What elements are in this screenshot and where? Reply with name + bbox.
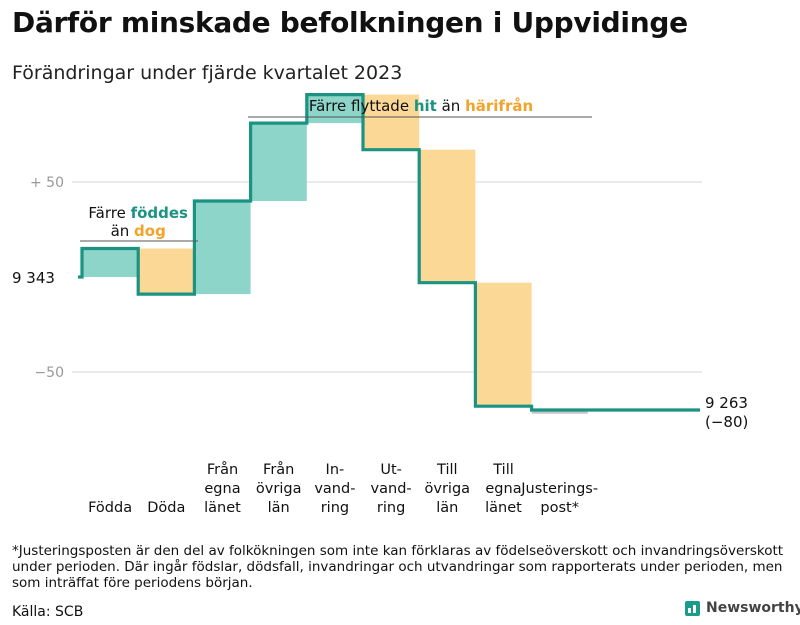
bar-5 — [363, 94, 420, 150]
category-label-5-1: vand- — [371, 481, 412, 497]
category-label-2-0: Från — [207, 461, 238, 478]
step-line — [78, 93, 700, 412]
category-label-7-2: länet — [485, 500, 522, 516]
category-label-4-0: In- — [326, 462, 345, 478]
category-label-6-0: Till — [436, 462, 458, 478]
chart-title: Därför minskade befolkningen i Uppviding… — [12, 6, 688, 39]
category-label-8-1: post* — [540, 500, 579, 516]
category-label-1-0: Döda — [147, 500, 185, 516]
category-label-3-0: Från — [263, 461, 294, 478]
annotation-migration-part-0: Färre flyttade — [309, 97, 414, 115]
end-value-label: 9 263 — [705, 394, 748, 412]
bar-4 — [306, 94, 363, 124]
bar-3 — [250, 123, 307, 201]
bar-1 — [138, 248, 195, 295]
footnote: *Justeringsposten är den del av folkökni… — [12, 543, 784, 591]
waterfall-chart: + 50 −50 9 343 9 263(−80) Födda Döda Från egna l… — [12, 93, 748, 516]
annotation-births-line2: än dog — [111, 222, 166, 240]
bar-8 — [531, 410, 588, 414]
bar-0 — [82, 248, 139, 277]
brand-logo: Newsworthy — [685, 600, 800, 616]
category-label-4-2: ring — [321, 500, 349, 516]
newsworthy-logo-icon — [685, 600, 700, 616]
annotation-births-line2-part-0: än — [111, 222, 134, 240]
category-label-3-2: län — [268, 500, 290, 516]
category-label-2-2: länet — [204, 500, 241, 516]
y-tick-label-0: + 50 — [30, 175, 64, 191]
annotation-births-part-1: föddes — [131, 204, 188, 222]
annotation-births-line2-part-1: dog — [134, 222, 166, 240]
category-label-0-0: Födda — [88, 500, 132, 516]
bar-6 — [419, 149, 476, 283]
bar-2 — [194, 201, 251, 295]
logo-text: Newsworthy — [706, 600, 800, 616]
annotation-births-part-0: Färre — [88, 204, 130, 222]
category-label-6-1: övriga — [425, 481, 471, 497]
category-label-7-1: egna — [485, 481, 521, 497]
end-change-label: (−80) — [705, 413, 748, 431]
category-label-7-0: Till — [492, 462, 514, 478]
category-label-8-0: Justerings- — [520, 481, 598, 497]
source-note: Källa: SCB — [12, 604, 84, 620]
annotation-migration-part-3: härifrån — [465, 97, 533, 115]
y-tick-label-1: −50 — [34, 365, 64, 381]
category-label-5-0: Ut- — [380, 462, 402, 478]
category-label-6-2: län — [436, 500, 458, 516]
category-label-4-1: vand- — [314, 481, 355, 497]
bar-7 — [475, 282, 532, 407]
annotation-migration-part-2: än — [437, 97, 465, 115]
annotation-migration-part-1: hit — [414, 97, 437, 115]
chart-subtitle: Förändringar under fjärde kvartalet 2023 — [12, 62, 403, 84]
category-label-2-1: egna — [204, 481, 240, 497]
category-label-5-2: ring — [377, 500, 405, 516]
annotation-births-line1: Färre föddes — [88, 204, 188, 222]
start-value-label: 9 343 — [12, 269, 55, 287]
annotation-migration: Färre flyttade hit än härifrån — [309, 97, 533, 115]
category-label-3-1: övriga — [256, 481, 302, 497]
